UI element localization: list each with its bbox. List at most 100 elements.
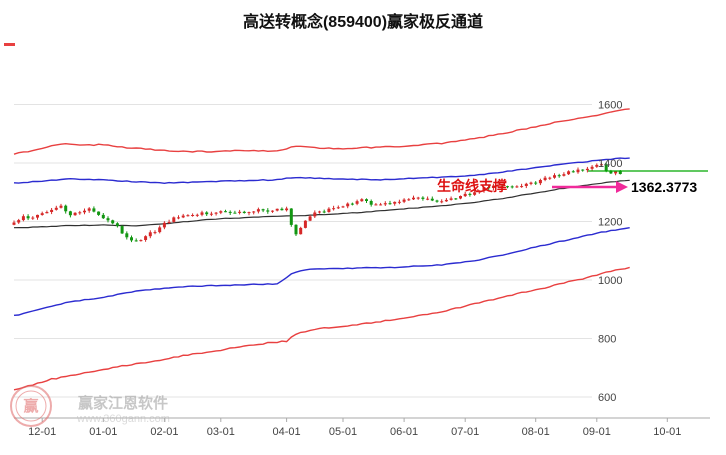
life-line-support-annotation: 生命线支撑 1362.3773: [437, 178, 697, 195]
candle-body: [158, 227, 162, 233]
candle-body: [120, 226, 124, 234]
band-inner-upper: [13, 157, 630, 185]
candle-body: [224, 211, 227, 213]
candle-body: [501, 185, 505, 187]
watermark-logo-circle: [10, 385, 52, 427]
candle-body: [73, 212, 77, 216]
candle-body: [407, 199, 411, 201]
candle-body: [585, 168, 589, 171]
candle-body: [515, 186, 519, 188]
watermark-logo-text: 赢: [23, 397, 38, 415]
candle-body: [468, 193, 472, 195]
candle-body: [520, 186, 524, 188]
candle-body: [205, 212, 209, 215]
x-axis-label: 05-01: [329, 426, 357, 438]
candle-body: [416, 197, 420, 199]
candle-body: [313, 212, 317, 217]
candle-body: [393, 201, 397, 204]
candle-body: [271, 210, 274, 212]
watermark-logo-inner-circle: [15, 390, 47, 422]
candle-body: [36, 214, 39, 218]
candle-body: [181, 215, 185, 218]
candle-body: [275, 208, 279, 211]
candle-body: [92, 208, 96, 212]
candle-body: [228, 211, 232, 213]
candle-body: [111, 220, 115, 224]
candle-body: [186, 215, 190, 217]
candle-body: [388, 203, 392, 205]
y-axis-label: 800: [598, 334, 616, 346]
candle-body: [294, 224, 298, 235]
current-price-label: 1362.3773: [631, 179, 697, 195]
y-axis-label: 1200: [598, 217, 622, 229]
candle-body: [327, 208, 331, 212]
candle-body: [510, 186, 514, 188]
x-axis-label: 12-01: [28, 426, 56, 438]
x-axis-label: 02-01: [150, 426, 178, 438]
x-axis-label: 08-01: [522, 426, 550, 438]
band-life-line: [13, 179, 630, 229]
candle-body: [529, 182, 533, 184]
candle-body: [463, 193, 467, 197]
candle-body: [567, 171, 571, 175]
candle-body: [177, 217, 180, 219]
candle-body: [332, 208, 336, 210]
candle-body: [421, 197, 425, 199]
candle-body: [435, 200, 439, 202]
candle-body: [148, 232, 152, 237]
candle-body: [45, 212, 49, 214]
y-axis-label: 1600: [598, 100, 622, 112]
candle-body: [219, 211, 223, 213]
candle-body: [54, 207, 58, 210]
candle-body: [440, 201, 444, 203]
candle-body: [369, 201, 373, 205]
watermark-brand: 赢家江恩软件: [78, 394, 168, 412]
candle-body: [360, 199, 364, 202]
y-axis-label: 600: [598, 392, 616, 404]
candle-body: [12, 222, 16, 225]
candle-body: [21, 216, 25, 221]
x-axis-label: 06-01: [390, 426, 418, 438]
candle-body: [233, 212, 237, 214]
candle-body: [562, 174, 566, 176]
candle-body: [524, 183, 528, 186]
candle-body: [318, 211, 321, 213]
candle-body: [430, 198, 434, 201]
candle-body: [26, 216, 30, 219]
candle-body: [50, 209, 54, 212]
channel-bands: [13, 108, 630, 391]
x-axis-label: 03-01: [207, 426, 235, 438]
candle-body: [252, 211, 256, 213]
chart-title: 高送转概念(859400)赢家极反通道: [243, 12, 483, 31]
x-axis-label: 07-01: [451, 426, 479, 438]
x-axis-label: 01-01: [89, 426, 117, 438]
candle-body: [459, 196, 462, 199]
candle-body: [191, 215, 195, 216]
candle-body: [341, 206, 345, 208]
candle-body: [134, 240, 138, 242]
candle-body: [576, 169, 580, 173]
candle-body: [209, 213, 213, 215]
candle-body: [538, 180, 542, 184]
candle-body: [17, 220, 21, 223]
candle-body: [548, 177, 552, 179]
candle-body: [195, 214, 199, 216]
candle-body: [379, 204, 383, 206]
candle-body: [64, 205, 68, 212]
candle-body: [449, 198, 453, 200]
watermark-url: www.360gann.com: [76, 413, 170, 425]
candle-body: [247, 212, 251, 214]
x-axis-label: 10-01: [653, 426, 681, 438]
candle-body: [491, 185, 495, 188]
candle-body: [78, 212, 82, 214]
candle-body: [130, 237, 133, 241]
watermark: 赢 赢家江恩软件 www.360gann.com: [10, 385, 170, 427]
candle-body: [59, 205, 63, 208]
candle-body: [162, 222, 166, 228]
candle-body: [336, 207, 340, 209]
candle-body: [261, 209, 265, 211]
candle-body: [397, 201, 401, 203]
candle-body: [496, 185, 500, 187]
candle-body: [618, 171, 622, 174]
candle-body: [83, 210, 86, 213]
